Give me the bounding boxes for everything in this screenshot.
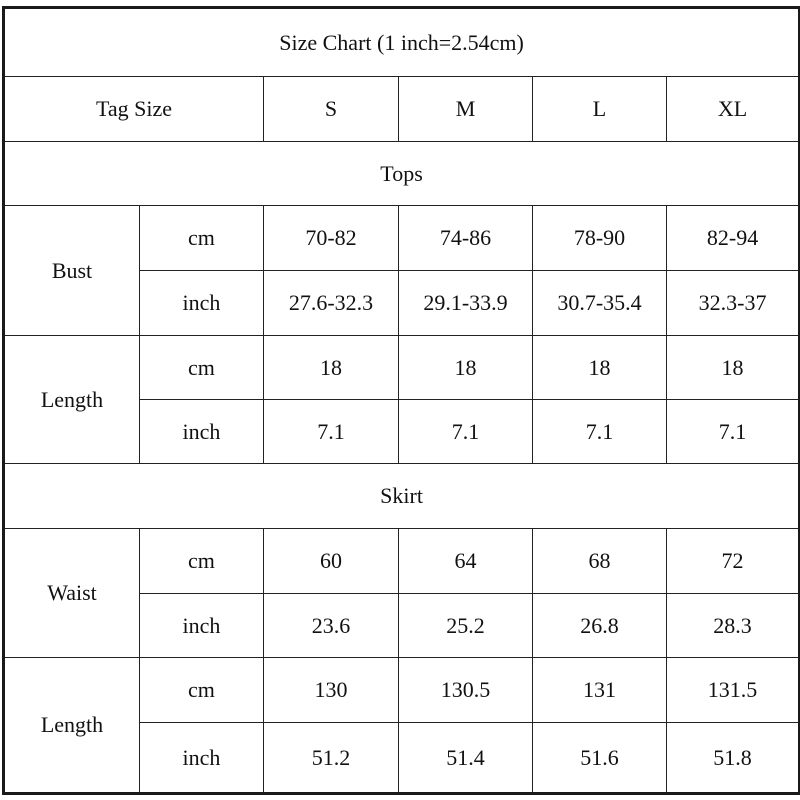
size-value: 51.2	[263, 722, 399, 794]
size-value: 30.7-35.4	[532, 270, 667, 336]
table-title: Size Chart (1 inch=2.54cm)	[2, 7, 800, 77]
unit-label: inch	[139, 270, 264, 336]
size-value: 18	[398, 335, 533, 400]
measure-label: Waist	[3, 528, 140, 658]
size-value: 64	[398, 528, 533, 594]
section-title: Tops	[2, 141, 800, 206]
size-header: L	[532, 76, 667, 142]
size-value: 82-94	[665, 205, 800, 271]
size-value: 60	[263, 528, 399, 594]
size-value: 25.2	[398, 593, 533, 658]
unit-label: cm	[139, 657, 264, 723]
section-row: Tops	[2, 141, 800, 206]
table-row: Waist cm 60 64 68 72	[3, 528, 800, 658]
size-value: 28.3	[665, 593, 800, 658]
size-value: 130	[263, 657, 399, 723]
table-row: inch 7.1 7.1 7.1 7.1	[4, 399, 800, 464]
size-value: 74-86	[398, 205, 533, 271]
size-value: 29.1-33.9	[398, 270, 533, 336]
measure-label: Length	[3, 335, 140, 464]
header-row: Tag Size S M L XL	[3, 76, 800, 142]
unit-label: inch	[139, 399, 264, 464]
unit-label: cm	[139, 528, 264, 594]
size-value: 51.4	[398, 722, 533, 794]
size-header: S	[263, 76, 399, 142]
size-value: 32.3-37	[665, 270, 800, 336]
table-row: inch 23.6 25.2 26.8 28.3	[4, 593, 800, 658]
unit-label: inch	[139, 722, 264, 794]
tag-size-header: Tag Size	[3, 76, 264, 142]
size-value: 70-82	[263, 205, 399, 271]
size-value: 7.1	[263, 399, 399, 464]
table-row: Length cm 18 18 18 18	[3, 335, 800, 464]
size-value: 131.5	[665, 657, 800, 723]
size-value: 23.6	[263, 593, 399, 658]
size-value: 72	[665, 528, 800, 594]
size-value: 18	[665, 335, 800, 400]
size-value: 51.8	[665, 722, 800, 794]
size-value: 130.5	[398, 657, 533, 723]
size-value: 26.8	[532, 593, 667, 658]
size-chart-table: Size Chart (1 inch=2.54cm) Tag Size S M …	[2, 6, 800, 795]
title-row: Size Chart (1 inch=2.54cm)	[2, 7, 800, 77]
size-value: 7.1	[532, 399, 667, 464]
size-value: 51.6	[532, 722, 667, 794]
unit-label: cm	[139, 335, 264, 400]
size-value: 131	[532, 657, 667, 723]
size-value: 18	[532, 335, 667, 400]
size-value: 68	[532, 528, 667, 594]
unit-label: cm	[139, 205, 264, 271]
size-value: 27.6-32.3	[263, 270, 399, 336]
measure-label: Length	[3, 657, 140, 794]
measure-label: Bust	[3, 205, 140, 336]
section-title: Skirt	[2, 463, 800, 529]
size-value: 18	[263, 335, 399, 400]
table-row: Length cm 130 130.5 131 131.5	[3, 657, 800, 794]
size-header: M	[398, 76, 533, 142]
size-value: 7.1	[665, 399, 800, 464]
unit-label: inch	[139, 593, 264, 658]
table-row: Bust cm 70-82 74-86 78-90 82-94	[3, 205, 800, 336]
section-row: Skirt	[2, 463, 800, 529]
size-value: 7.1	[398, 399, 533, 464]
size-header: XL	[665, 76, 800, 142]
table-row: inch 51.2 51.4 51.6 51.8	[4, 722, 800, 794]
size-value: 78-90	[532, 205, 667, 271]
